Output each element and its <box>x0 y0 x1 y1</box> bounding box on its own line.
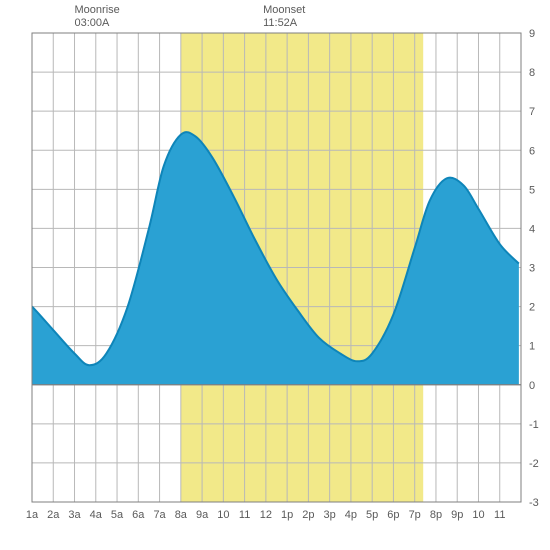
x-tick-label: 3p <box>324 509 336 521</box>
y-tick-label: 9 <box>529 28 535 40</box>
x-tick-label: 2a <box>47 509 60 521</box>
x-tick-label: 9a <box>196 509 209 521</box>
y-tick-label: -1 <box>529 419 539 431</box>
x-tick-label: 8a <box>175 509 188 521</box>
y-tick-label: 1 <box>529 341 535 353</box>
x-tick-label: 11 <box>239 509 250 521</box>
x-tick-label: 4a <box>90 509 103 521</box>
x-tick-label: 7a <box>153 509 166 521</box>
y-tick-label: 0 <box>529 380 535 392</box>
tide-chart: -3-2-101234567891a2a3a4a5a6a7a8a9a101112… <box>0 0 550 550</box>
x-tick-label: 5p <box>366 509 378 521</box>
y-tick-label: 3 <box>529 263 535 275</box>
x-tick-label: 3a <box>68 509 81 521</box>
moonset-title: Moonset <box>263 4 305 16</box>
x-tick-label: 6p <box>387 509 399 521</box>
x-tick-label: 10 <box>472 509 484 521</box>
y-tick-label: 5 <box>529 184 535 196</box>
x-tick-label: 10 <box>217 509 229 521</box>
x-tick-label: 4p <box>345 509 357 521</box>
moonrise-time: 03:00A <box>75 17 111 29</box>
x-tick-label: 5a <box>111 509 124 521</box>
y-tick-label: -3 <box>529 497 539 509</box>
moonrise-title: Moonrise <box>75 4 120 16</box>
y-tick-label: 6 <box>529 145 535 157</box>
x-tick-label: 2p <box>302 509 314 521</box>
x-tick-label: 9p <box>451 509 463 521</box>
y-tick-label: 4 <box>529 223 535 235</box>
x-tick-label: 1a <box>26 509 39 521</box>
x-tick-label: 8p <box>430 509 442 521</box>
y-tick-label: -2 <box>529 458 539 470</box>
y-tick-label: 2 <box>529 302 535 314</box>
y-tick-label: 7 <box>529 106 535 118</box>
x-tick-label: 6a <box>132 509 145 521</box>
moonset-time: 11:52A <box>263 17 298 29</box>
y-tick-label: 8 <box>529 67 535 79</box>
x-tick-label: 12 <box>260 509 272 521</box>
x-tick-label: 7p <box>409 509 421 521</box>
chart-svg: -3-2-101234567891a2a3a4a5a6a7a8a9a101112… <box>0 0 550 550</box>
x-tick-label: 11 <box>494 509 505 521</box>
x-tick-label: 1p <box>281 509 293 521</box>
